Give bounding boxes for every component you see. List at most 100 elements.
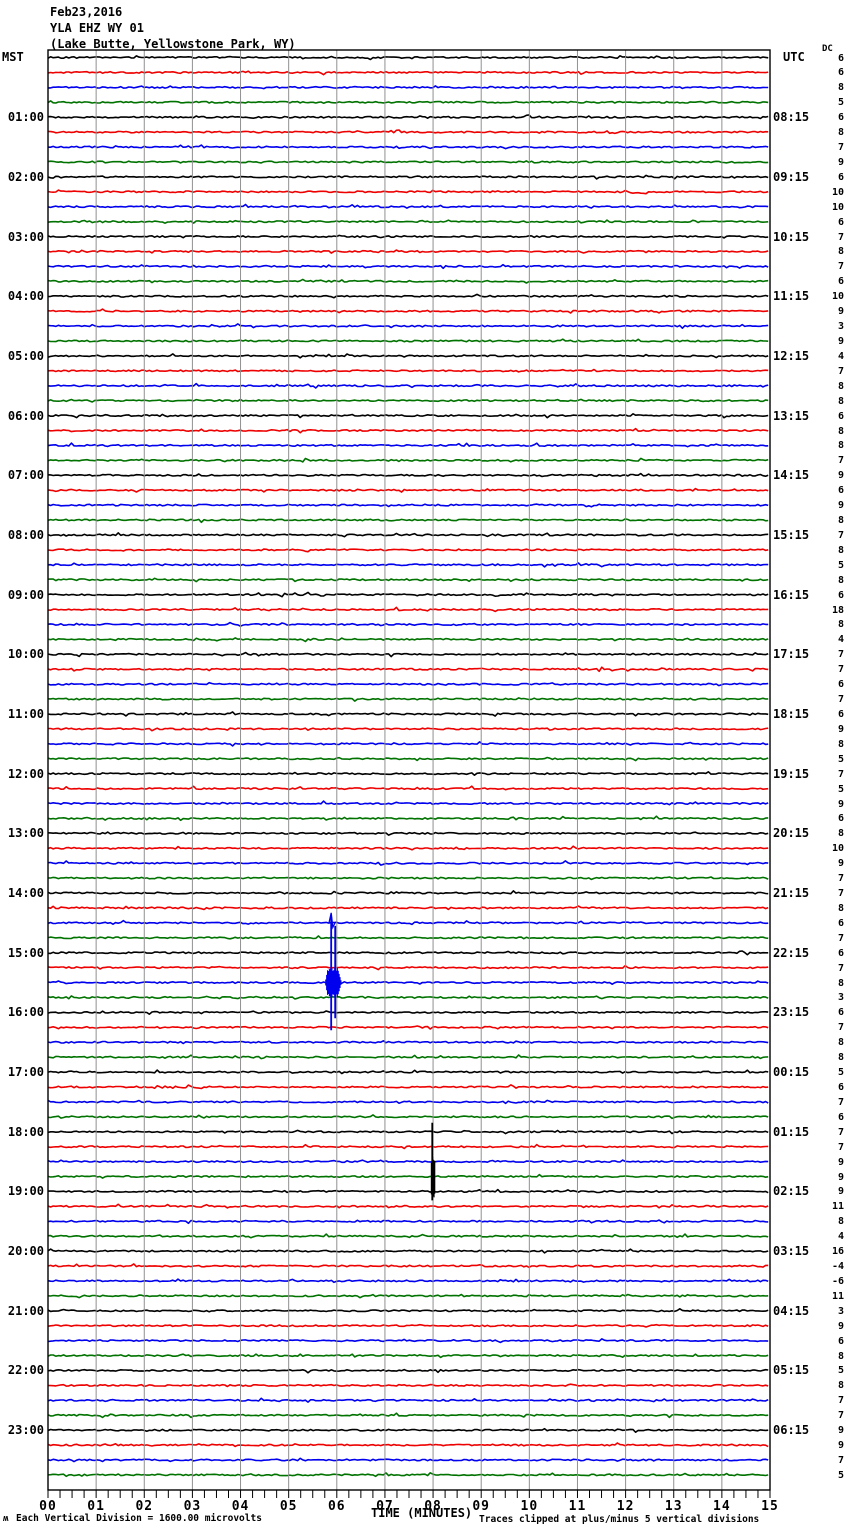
- mst-label-21:00: 21:00: [7, 1303, 44, 1318]
- mst-label-03:00: 03:00: [7, 229, 44, 244]
- utc-label-03:15: 03:15: [773, 1244, 810, 1259]
- dc-value-row-20: 4: [837, 350, 844, 362]
- dc-value-row-24: 6: [837, 410, 844, 422]
- x-axis-title: TIME (MINUTES): [371, 1506, 473, 1520]
- dc-value-row-55: 7: [837, 873, 844, 885]
- trace-row-44: [47, 711, 769, 717]
- dc-value-row-68: 5: [837, 1067, 844, 1079]
- trace-row-49: [47, 785, 769, 791]
- trace-row-51: [47, 815, 769, 822]
- corner-waveform-glyph: ʍ: [3, 1514, 9, 1524]
- utc-label-22:15: 22:15: [773, 945, 810, 960]
- dc-value-row-59: 7: [837, 932, 844, 944]
- utc-label-18:15: 18:15: [773, 706, 810, 721]
- clipping-footnote: Traces clipped at plus/minus 5 vertical …: [479, 1514, 760, 1525]
- utc-label-14:15: 14:15: [773, 468, 810, 483]
- dc-value-row-94: 7: [837, 1454, 844, 1466]
- dc-value-row-14: 7: [837, 261, 844, 273]
- trace-row-3: [47, 100, 769, 104]
- dc-value-row-23: 8: [837, 395, 844, 407]
- trace-row-93: [47, 1442, 769, 1448]
- dc-value-row-8: 6: [837, 171, 844, 183]
- dc-value-row-43: 7: [837, 694, 844, 706]
- trace-row-31: [47, 518, 769, 524]
- vertical-division-footnote: Each Vertical Division = 1600.00 microvo…: [16, 1513, 262, 1524]
- trace-row-36: [47, 591, 769, 598]
- trace-row-30: [47, 503, 769, 508]
- trace-row-95: [47, 1472, 769, 1478]
- trace-row-15: [47, 278, 769, 284]
- dc-value-row-93: 9: [837, 1440, 844, 1452]
- trace-row-17: [47, 308, 769, 314]
- trace-row-68: [47, 1069, 769, 1075]
- trace-row-61: [47, 964, 769, 971]
- trace-row-81: [47, 1263, 769, 1269]
- dc-value-row-63: 3: [837, 992, 844, 1004]
- dc-value-row-80: 16: [831, 1246, 844, 1258]
- x-tick-label-10: 10: [520, 1499, 539, 1514]
- trace-row-56: [47, 890, 769, 895]
- trace-row-26: [47, 442, 769, 448]
- dc-value-row-87: 8: [837, 1350, 844, 1362]
- header-station: YLA EHZ WY 01: [50, 21, 144, 35]
- trace-row-8: [47, 174, 769, 180]
- trace-row-14: [47, 263, 769, 270]
- dc-value-row-54: 9: [837, 858, 844, 870]
- dc-value-row-25: 8: [837, 425, 844, 437]
- trace-row-73: [47, 1143, 769, 1150]
- trace-row-66: [47, 1040, 769, 1045]
- trace-row-25: [47, 427, 769, 434]
- dc-value-row-41: 7: [837, 664, 844, 676]
- dc-value-row-29: 6: [837, 485, 844, 497]
- dc-value-row-66: 8: [837, 1037, 844, 1049]
- dc-value-row-15: 6: [837, 276, 844, 288]
- trace-row-62: [47, 980, 769, 986]
- dc-value-row-52: 8: [837, 828, 844, 840]
- trace-row-41: [47, 666, 769, 673]
- trace-row-1: [47, 70, 769, 76]
- x-tick-label-04: 04: [231, 1499, 250, 1514]
- dc-value-row-82: -6: [831, 1275, 844, 1287]
- x-tick-label-09: 09: [472, 1499, 491, 1514]
- mst-label-01:00: 01:00: [7, 110, 44, 125]
- dc-value-row-74: 9: [837, 1156, 844, 1168]
- mst-label-04:00: 04:00: [7, 289, 44, 304]
- dc-value-row-44: 6: [837, 708, 844, 720]
- trace-row-50: [47, 800, 769, 806]
- dc-value-row-2: 8: [837, 82, 844, 94]
- x-tick-label-02: 02: [135, 1499, 154, 1514]
- plot-header: Feb23,2016 YLA EHZ WY 01 (Lake Butte, Ye…: [50, 4, 296, 52]
- dc-value-row-95: 5: [837, 1469, 844, 1481]
- utc-label-12:15: 12:15: [773, 348, 810, 363]
- trace-row-22: [47, 382, 769, 389]
- trace-row-27: [47, 457, 769, 463]
- dc-value-row-89: 8: [837, 1380, 844, 1392]
- dc-value-row-65: 7: [837, 1022, 844, 1034]
- mst-label-11:00: 11:00: [7, 706, 44, 721]
- dc-value-row-18: 3: [837, 321, 844, 333]
- dc-value-row-50: 9: [837, 798, 844, 810]
- dc-value-row-84: 3: [837, 1305, 844, 1317]
- mst-label-17:00: 17:00: [7, 1065, 44, 1080]
- utc-label-04:15: 04:15: [773, 1303, 810, 1318]
- utc-label-09:15: 09:15: [773, 169, 810, 184]
- utc-label-20:15: 20:15: [773, 826, 810, 841]
- mst-label-08:00: 08:00: [7, 527, 44, 542]
- dc-value-row-78: 8: [837, 1216, 844, 1228]
- trace-row-37: [47, 606, 769, 613]
- dc-value-row-64: 6: [837, 1007, 844, 1019]
- dc-value-row-42: 6: [837, 679, 844, 691]
- dc-value-row-85: 9: [837, 1320, 844, 1332]
- trace-row-88: [47, 1368, 769, 1374]
- dc-value-row-28: 9: [837, 470, 844, 482]
- trace-row-72: [47, 1129, 769, 1135]
- x-tick-label-01: 01: [87, 1499, 105, 1514]
- dc-value-row-56: 7: [837, 888, 844, 900]
- dc-value-row-45: 9: [837, 723, 844, 735]
- trace-row-75: [47, 1173, 769, 1179]
- mst-label-10:00: 10:00: [7, 647, 44, 662]
- trace-row-13: [47, 249, 769, 254]
- dc-value-row-47: 5: [837, 753, 844, 765]
- trace-row-74: [47, 1159, 769, 1164]
